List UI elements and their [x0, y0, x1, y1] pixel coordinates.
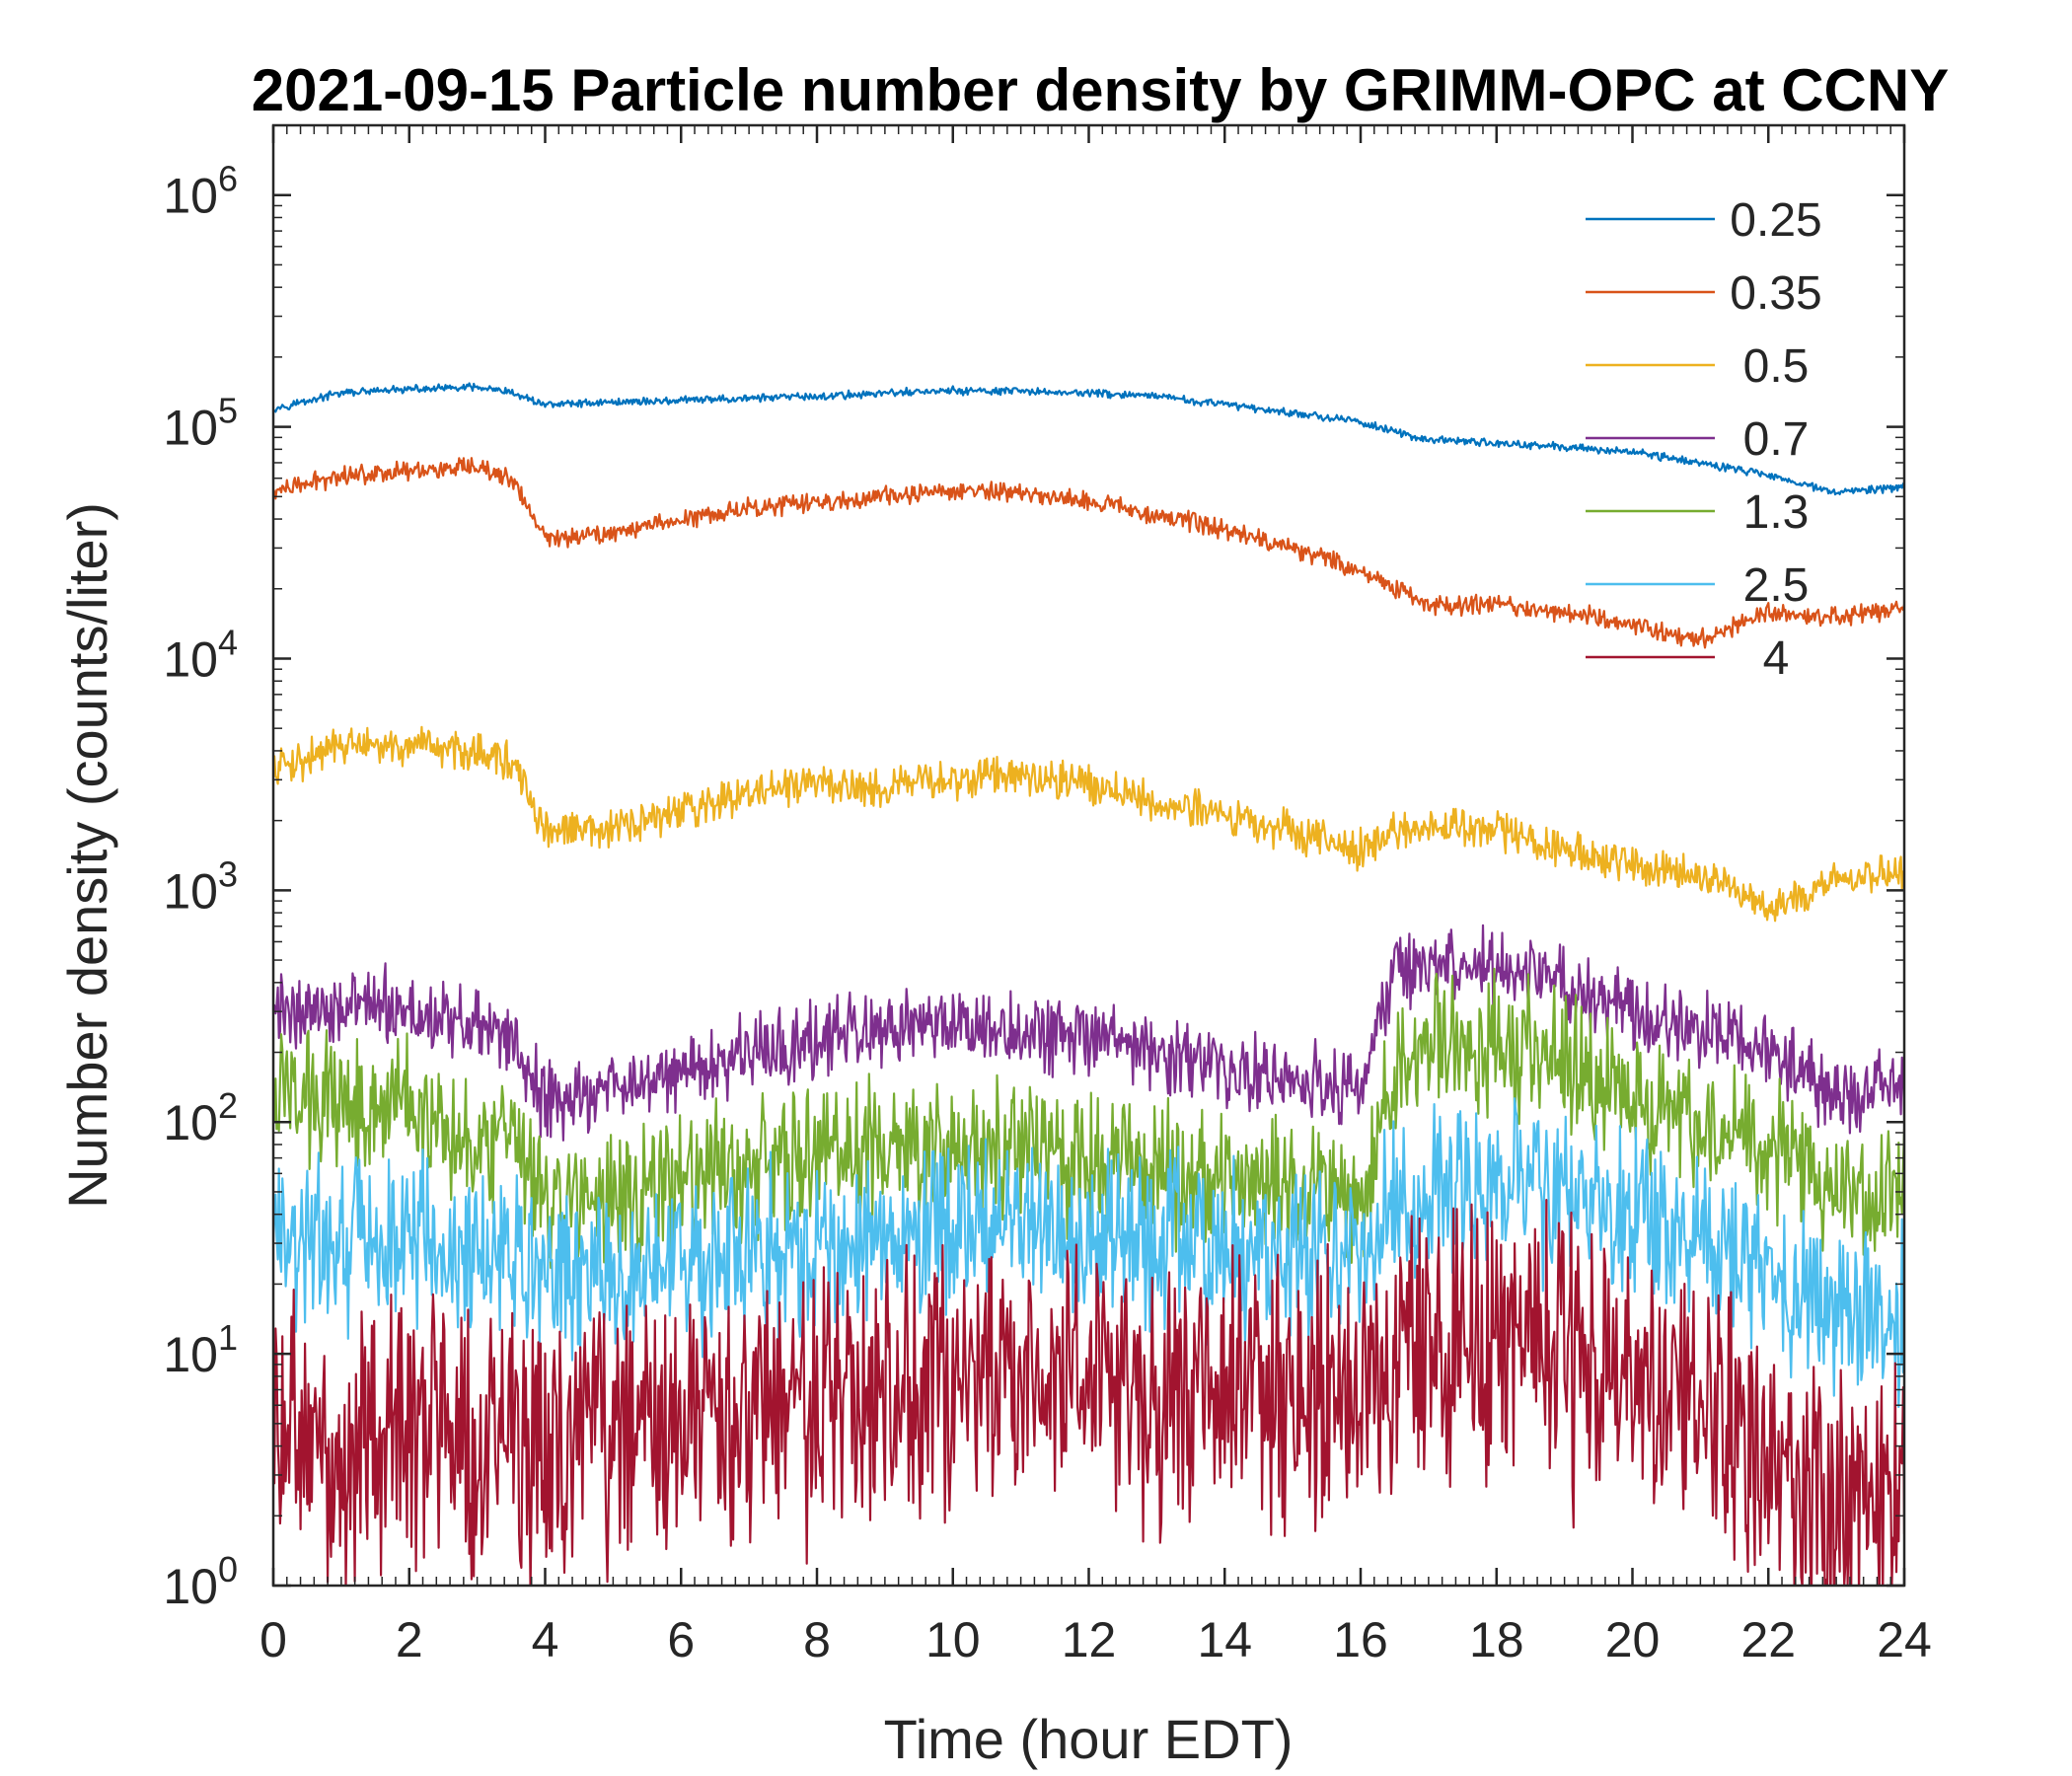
series-line-2.5 — [273, 1097, 1904, 1409]
y-tick-label-exponent: 1 — [218, 1317, 238, 1358]
minor-ticks — [273, 124, 1904, 1586]
y-tick-label: 101 — [163, 1317, 238, 1382]
series-line-0.7 — [273, 924, 1904, 1142]
y-tick-label-base: 10 — [163, 401, 218, 456]
y-tick-label-exponent: 3 — [218, 853, 238, 894]
series-line-0.25 — [273, 382, 1904, 496]
y-tick-label: 102 — [163, 1085, 238, 1150]
x-tick-label: 6 — [667, 1612, 695, 1667]
x-tick-label: 14 — [1197, 1612, 1252, 1667]
legend-label-2.5: 2.5 — [1743, 559, 1810, 612]
x-tick-label: 4 — [532, 1612, 559, 1667]
legend-label-1.3: 1.3 — [1743, 486, 1810, 539]
y-tick-label-base: 10 — [163, 1559, 218, 1614]
y-tick-label: 105 — [163, 391, 238, 456]
x-axis-label: Time (hour EDT) — [884, 1708, 1294, 1770]
y-tick-label: 106 — [163, 159, 238, 224]
y-tick-label-exponent: 0 — [218, 1549, 238, 1590]
series-line-0.5 — [273, 725, 1904, 923]
x-tick-label: 0 — [259, 1612, 287, 1667]
series-line-0.35 — [273, 457, 1904, 649]
series-layer — [273, 382, 1904, 1586]
y-tick-label-base: 10 — [163, 631, 218, 687]
x-tick-label: 2 — [396, 1612, 423, 1667]
plot-frame — [271, 123, 1906, 1588]
y-tick-label-base: 10 — [163, 1095, 218, 1150]
y-tick-label-base: 10 — [163, 1327, 218, 1382]
legend-label-0.5: 0.5 — [1743, 340, 1810, 393]
x-tick-label: 16 — [1333, 1612, 1388, 1667]
x-axis-ticks: 0 2 4 6 8 10 12 14 16 18 20 22 24 — [259, 125, 1932, 1667]
x-tick-label: 8 — [803, 1612, 831, 1667]
y-tick-label-exponent: 2 — [218, 1085, 238, 1126]
y-tick-label-exponent: 6 — [218, 159, 238, 199]
legend-label-0.35: 0.35 — [1730, 267, 1821, 320]
x-tick-label: 18 — [1469, 1612, 1524, 1667]
y-tick-label-exponent: 5 — [218, 391, 238, 431]
y-tick-label: 104 — [163, 622, 238, 687]
y-tick-label-base: 10 — [163, 863, 218, 919]
y-axis-label: Number density (counts/liter) — [56, 502, 118, 1209]
series-line-1.3 — [273, 967, 1904, 1278]
x-tick-label: 20 — [1605, 1612, 1661, 1667]
x-tick-label: 12 — [1062, 1612, 1117, 1667]
legend: 0.25 0.35 0.5 0.7 1.3 2.5 4 — [1586, 194, 1822, 685]
legend-label-0.25: 0.25 — [1730, 194, 1821, 247]
x-tick-label: 10 — [925, 1612, 981, 1667]
legend-label-0.7: 0.7 — [1743, 413, 1810, 466]
y-tick-label-base: 10 — [163, 169, 218, 224]
series-line-4 — [273, 1198, 1904, 1586]
x-tick-label: 24 — [1877, 1612, 1932, 1667]
x-tick-label: 22 — [1740, 1612, 1796, 1667]
legend-label-4: 4 — [1763, 632, 1790, 685]
chart-title: 2021-09-15 Particle number density by GR… — [252, 57, 1950, 123]
y-tick-label: 100 — [163, 1549, 238, 1614]
y-tick-label-exponent: 4 — [218, 622, 238, 662]
y-tick-label: 103 — [163, 853, 238, 919]
